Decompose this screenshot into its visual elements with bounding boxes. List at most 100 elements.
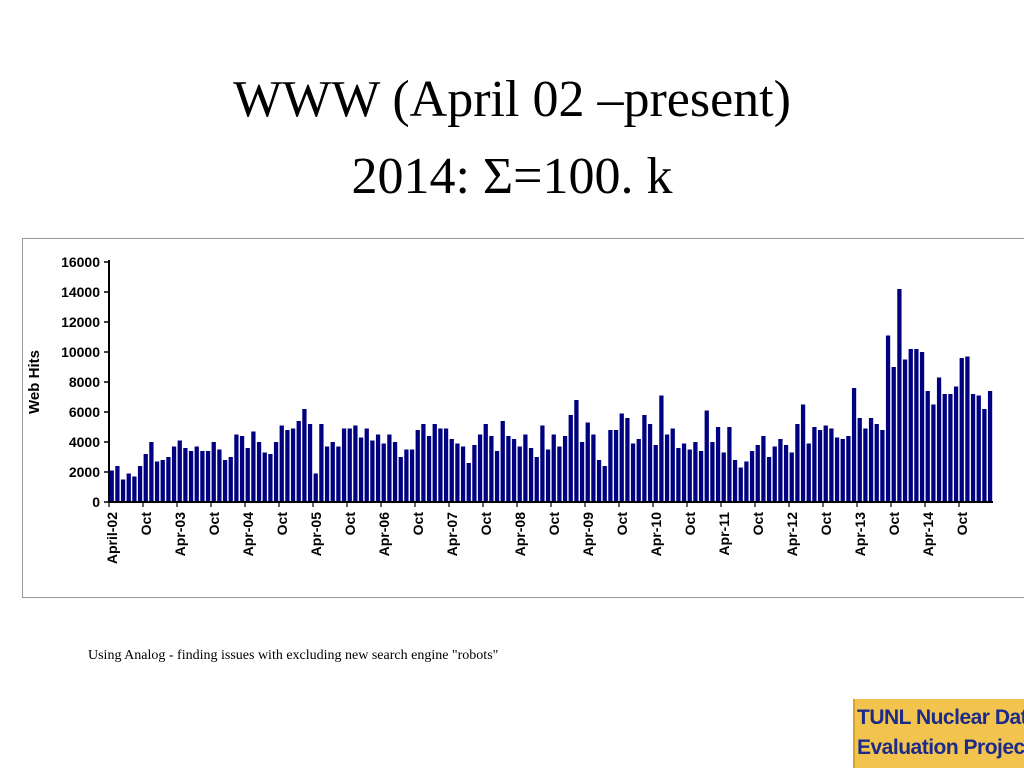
- bar-152: [970, 394, 976, 502]
- y-tick-label-2000: 2000: [69, 464, 100, 480]
- bar-28: [268, 454, 273, 502]
- x-tick-label-2: Apr-03: [172, 512, 188, 557]
- bar-13: [183, 448, 188, 502]
- x-tick-label-25: Oct: [954, 512, 970, 536]
- bar-102: [687, 449, 692, 502]
- bar-87: [602, 466, 607, 502]
- x-tick-label-14: Apr-09: [580, 512, 596, 557]
- bar-36: [313, 473, 318, 502]
- y-tick-label-8000: 8000: [69, 374, 100, 390]
- bar-15: [194, 446, 199, 502]
- bar-91: [625, 418, 630, 502]
- chart-frame: 0 2000 4000 6000 8000 10000 12000 14000 16000 Apr…: [22, 238, 1024, 598]
- bar-53: [409, 449, 415, 502]
- bar-64: [472, 445, 477, 502]
- bar-144: [925, 391, 930, 502]
- bar-148: [948, 394, 953, 502]
- bar-71: [511, 439, 517, 502]
- bar-95: [647, 424, 653, 502]
- x-tick-label-15: Oct: [614, 512, 630, 536]
- bar-34: [302, 409, 307, 502]
- bar-146: [936, 377, 942, 502]
- bar-29: [273, 442, 279, 502]
- x-tick-label-11: Oct: [478, 512, 494, 536]
- bar-24: [245, 448, 250, 502]
- bar-86: [596, 460, 602, 502]
- bar-46: [370, 440, 375, 502]
- bar-131: [851, 388, 857, 502]
- bar-74: [528, 448, 534, 502]
- footnote: Using Analog - finding issues with exclu…: [88, 648, 499, 663]
- bar-139: [897, 289, 902, 502]
- slide-title-line1: WWW (April 02 –present): [233, 71, 791, 128]
- bar-79: [557, 446, 562, 502]
- bar-66: [483, 424, 488, 502]
- bar-119: [783, 445, 789, 502]
- bar-8: [154, 461, 160, 502]
- bar-120: [789, 452, 794, 502]
- bar-17: [205, 451, 211, 502]
- bar-145: [931, 404, 936, 502]
- bar-101: [681, 443, 687, 502]
- bar-138: [891, 367, 896, 502]
- x-tick-label-18: Apr-11: [716, 512, 732, 556]
- x-tick-label-24: Apr-14: [920, 512, 936, 557]
- bar-135: [874, 424, 879, 502]
- bar-51: [398, 457, 403, 502]
- bar-30: [279, 425, 284, 502]
- x-tick-label-20: Apr-12: [784, 512, 800, 557]
- bar-147: [942, 394, 947, 502]
- y-tick-label-14000: 14000: [61, 284, 100, 300]
- bar-78: [551, 434, 556, 502]
- logo-line1: TUNL Nuclear Data: [857, 706, 1024, 729]
- bar-112: [744, 461, 749, 502]
- bar-109: [727, 427, 732, 502]
- bar-45: [364, 428, 369, 502]
- bar-108: [721, 452, 726, 502]
- x-tick-label-1: Oct: [138, 512, 154, 536]
- bar-57: [432, 424, 437, 502]
- y-tick-label-10000: 10000: [61, 344, 100, 360]
- bar-155: [987, 391, 993, 502]
- bar-88: [608, 430, 613, 502]
- bar-90: [619, 413, 624, 502]
- bar-76: [540, 425, 545, 502]
- bar-99: [670, 428, 675, 502]
- x-tick-label-0: April-02: [104, 512, 120, 564]
- bar-134: [868, 418, 874, 502]
- bar-20: [222, 460, 228, 502]
- bar-129: [840, 439, 845, 502]
- bar-151: [965, 356, 970, 502]
- bar-103: [693, 442, 698, 502]
- bar-96: [653, 445, 658, 502]
- bar-149: [953, 386, 959, 502]
- bar-128: [834, 437, 840, 502]
- bar-44: [358, 437, 364, 502]
- bar-14: [188, 451, 194, 502]
- bar-19: [217, 449, 222, 502]
- bar-132: [857, 418, 862, 502]
- bar-62: [460, 446, 466, 502]
- bar-72: [517, 446, 522, 502]
- bar-0: [109, 470, 114, 502]
- y-tick-label-12000: 12000: [61, 314, 100, 330]
- x-tick-label-6: Apr-05: [308, 512, 324, 557]
- bar-115: [761, 436, 766, 502]
- bar-150: [959, 358, 964, 502]
- bar-31: [285, 430, 290, 502]
- x-tick-label-21: Oct: [818, 512, 834, 536]
- bar-93: [636, 439, 641, 502]
- bar-124: [812, 427, 817, 502]
- bar-98: [664, 434, 670, 502]
- bar-41: [341, 428, 347, 502]
- bar-38: [324, 446, 330, 502]
- bar-60: [449, 439, 454, 502]
- bar-130: [846, 436, 851, 502]
- bar-116: [766, 457, 772, 502]
- x-tick-label-4: Apr-04: [240, 512, 256, 557]
- bar-153: [976, 395, 981, 502]
- bar-49: [387, 434, 392, 502]
- bar-73: [523, 434, 528, 502]
- y-tick-label-16000: 16000: [61, 254, 100, 270]
- bar-117: [772, 446, 777, 502]
